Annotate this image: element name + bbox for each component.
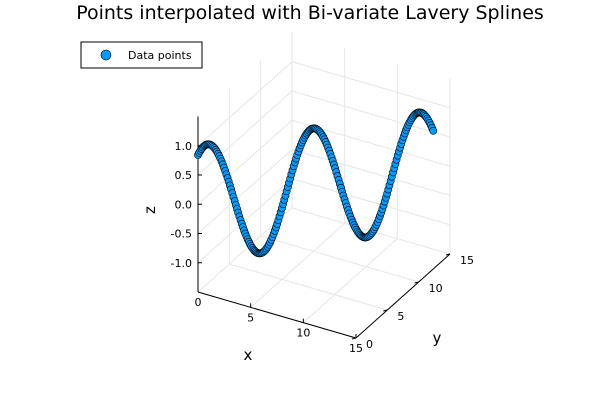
legend-label: Data points — [128, 49, 192, 62]
x-axis-label: x — [244, 346, 253, 364]
y-tick-mark — [383, 309, 388, 312]
sidewall-gridline-z — [197, 149, 293, 234]
sidewall-gridline-z — [197, 178, 293, 264]
floor-gridline-y — [260, 235, 419, 283]
y-tick-label: 0 — [366, 338, 373, 351]
sidewall-gridline-z — [197, 119, 293, 205]
y-tick-mark — [414, 281, 419, 284]
grid — [197, 32, 451, 339]
backwall-gridline-z — [291, 61, 451, 109]
backwall-gridline-z — [291, 90, 451, 138]
sidewall-gridline-z — [197, 90, 293, 176]
y-axis-label: y — [433, 329, 442, 347]
floor-gridline-y — [229, 263, 388, 311]
backwall-gridline-z — [291, 178, 451, 226]
x-tick-label: 10 — [296, 327, 310, 340]
axes — [197, 116, 451, 340]
x-tick-label: 5 — [247, 311, 254, 324]
backwall-gridline-z — [291, 149, 451, 196]
floor-gridline-x — [250, 222, 345, 308]
z-axis-label: z — [141, 206, 159, 214]
y-tick-label: 10 — [429, 282, 443, 295]
x-axis-line — [197, 291, 357, 339]
chart-title: Points interpolated with Bi-variate Lave… — [76, 2, 544, 24]
x-tick-label: 0 — [195, 296, 202, 309]
y-tick-mark — [445, 253, 451, 256]
z-tick-label: 0.5 — [175, 169, 193, 182]
z-tick-label: -1.0 — [171, 257, 192, 270]
y-axis-line — [355, 253, 451, 339]
floor-gridline-x — [303, 238, 398, 324]
x-tick-label: 15 — [349, 342, 363, 355]
y-tick-label: 5 — [397, 310, 404, 323]
z-tick-label: -0.5 — [171, 228, 192, 241]
data-point — [429, 126, 438, 135]
y-tick-mark — [351, 337, 357, 340]
sidewall-gridline-z — [197, 61, 293, 147]
legend-marker — [100, 49, 112, 61]
z-tick-label: 0.0 — [175, 198, 193, 211]
legend: Data points — [80, 41, 203, 69]
data-points — [194, 108, 438, 258]
z-tick-label: 1.0 — [175, 140, 193, 153]
y-tick-label: 15 — [460, 254, 474, 267]
